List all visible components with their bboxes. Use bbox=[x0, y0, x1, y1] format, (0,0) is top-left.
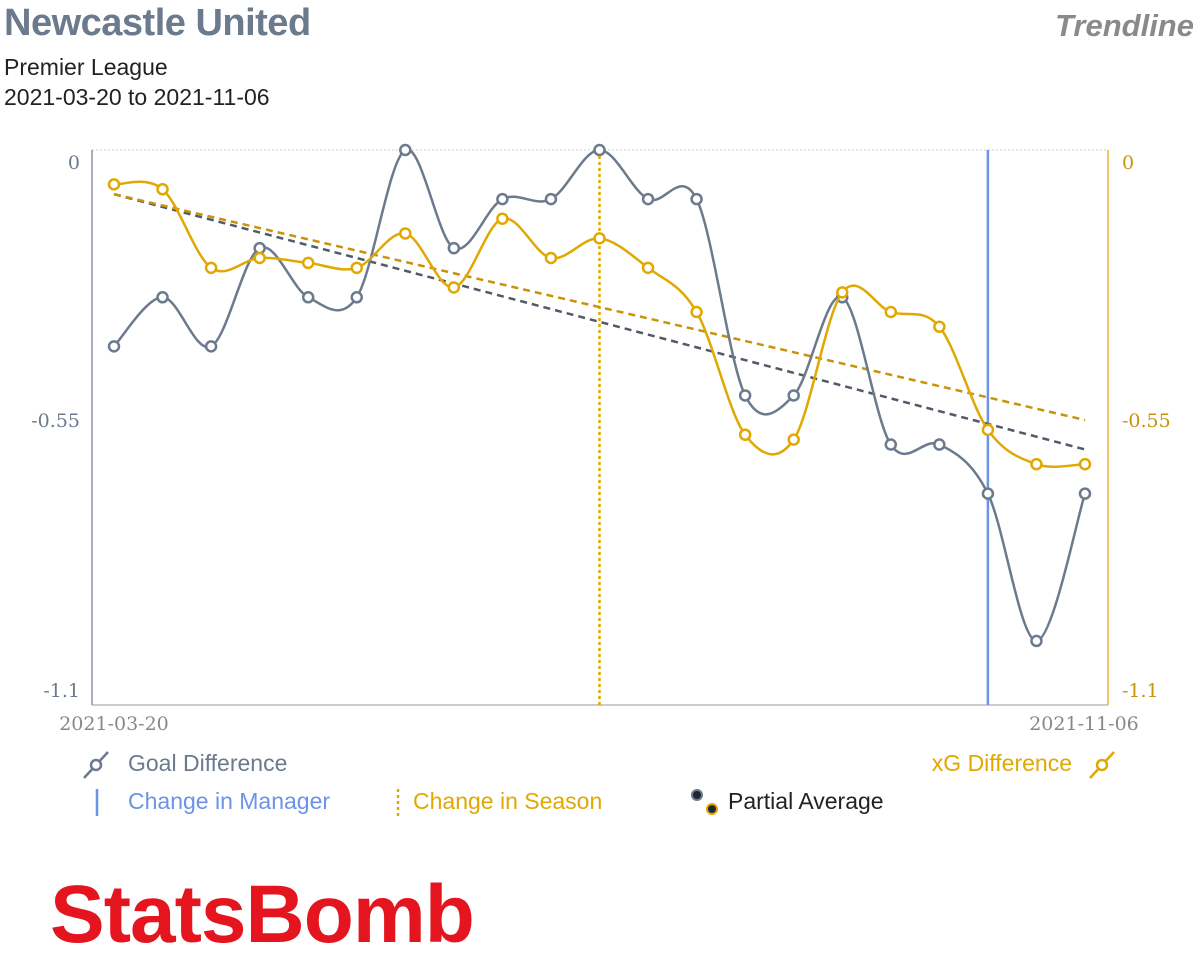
xg-diff-legend-label: xG Difference bbox=[931, 750, 1072, 776]
xg-diff-point-19 bbox=[1030, 457, 1043, 471]
x-tick-last: 2021-11-06 bbox=[1029, 713, 1139, 735]
goal-diff-point-19 bbox=[1030, 634, 1043, 648]
xg-diff-point-18 bbox=[981, 423, 995, 437]
xg-diff-point-7 bbox=[447, 281, 461, 294]
goal-diff-point-7 bbox=[447, 241, 461, 255]
y-tick-left-2: -1.1 bbox=[43, 680, 80, 702]
plot-layer bbox=[107, 143, 1092, 705]
xg-diff-point-16 bbox=[884, 305, 898, 319]
goal-diff-legend-icon bbox=[83, 751, 109, 779]
partial-average-legend-icon bbox=[691, 789, 718, 815]
season-legend-label: Change in Season bbox=[413, 788, 603, 814]
xg-diff-trendline bbox=[113, 192, 1086, 422]
y-tick-right-0: 0 bbox=[1122, 152, 1134, 174]
xg-diff-point-0 bbox=[107, 178, 121, 191]
goal-diff-point-12 bbox=[690, 192, 703, 206]
trendline-badge: Trendline bbox=[1055, 8, 1194, 43]
xg-diff-point-4 bbox=[301, 256, 315, 270]
xg-diff-point-12 bbox=[690, 305, 703, 319]
date-range-label: 2021-03-20 to 2021-11-06 bbox=[4, 84, 270, 110]
x-tick-first: 2021-03-20 bbox=[59, 713, 169, 735]
goal-diff-point-8 bbox=[496, 192, 509, 206]
page-title: Newcastle United bbox=[4, 2, 311, 44]
xg-diff-point-1 bbox=[156, 183, 169, 196]
xg-diff-point-2 bbox=[204, 261, 218, 275]
goal-diff-point-13 bbox=[738, 389, 752, 402]
xg-diff-point-17 bbox=[933, 320, 946, 333]
goal-diff-point-0 bbox=[107, 340, 121, 353]
xg-diff-point-10 bbox=[593, 232, 606, 245]
xg-diff-legend-icon bbox=[1089, 751, 1115, 779]
goal-diff-point-20 bbox=[1078, 487, 1092, 500]
goal-diff-point-6 bbox=[399, 143, 412, 157]
xg-diff-point-3 bbox=[253, 251, 266, 265]
xg-diff-point-6 bbox=[399, 227, 412, 240]
goal-diff-point-11 bbox=[641, 192, 655, 206]
partial-average-legend-label: Partial Average bbox=[728, 788, 884, 814]
statsbomb-logo: StatsBomb bbox=[50, 869, 475, 960]
xg-diff-point-9 bbox=[544, 251, 558, 265]
y-tick-left-1: -0.55 bbox=[31, 410, 80, 432]
y-tick-right-1: -0.55 bbox=[1122, 410, 1171, 432]
goal-diff-point-17 bbox=[933, 438, 946, 451]
xg-diff-point-5 bbox=[350, 261, 363, 275]
y-tick-right-2: -1.1 bbox=[1122, 680, 1159, 702]
y-tick-left-0: 0 bbox=[68, 152, 80, 174]
goal-diff-point-9 bbox=[544, 192, 558, 206]
xg-diff-point-14 bbox=[787, 433, 800, 446]
xg-diff-line bbox=[113, 180, 1086, 468]
goal-diff-point-2 bbox=[204, 340, 218, 353]
goal-diff-point-1 bbox=[156, 291, 169, 304]
goal-diff-point-18 bbox=[981, 487, 995, 500]
goal-diff-point-3 bbox=[253, 241, 266, 255]
xg-diff-point-13 bbox=[738, 428, 752, 441]
goal-diff-point-14 bbox=[787, 389, 800, 402]
goal-diff-point-10 bbox=[593, 143, 606, 157]
goal-diff-point-4 bbox=[301, 291, 315, 304]
goal-diff-point-5 bbox=[350, 291, 363, 304]
xg-diff-point-20 bbox=[1078, 457, 1092, 471]
goal-diff-legend-label: Goal Difference bbox=[128, 750, 288, 776]
xg-diff-point-15 bbox=[836, 286, 849, 299]
manager-legend-label: Change in Manager bbox=[128, 788, 331, 814]
xg-diff-point-8 bbox=[496, 212, 509, 225]
competition-label: Premier League bbox=[4, 54, 168, 80]
goal-diff-point-16 bbox=[884, 438, 898, 451]
xg-diff-point-11 bbox=[641, 261, 655, 275]
